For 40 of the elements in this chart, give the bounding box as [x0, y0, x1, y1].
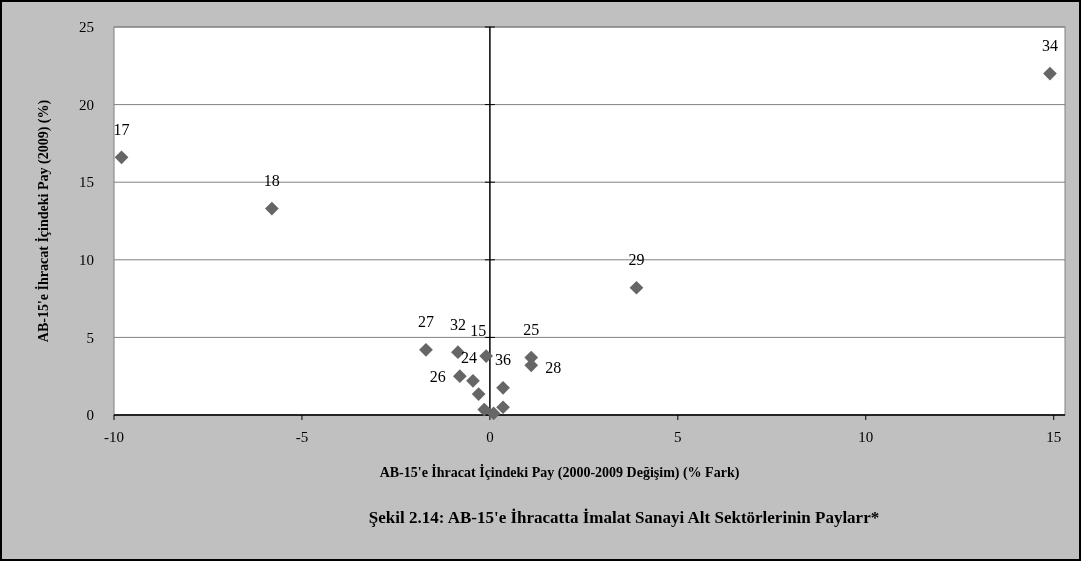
- x-tick-label: 15: [1046, 429, 1062, 445]
- point: [265, 201, 279, 216]
- y-tick-label: 25: [79, 19, 94, 36]
- x-axis-title: AB-15'e İhracat İçindeki Pay (2000-2009 Değişim) (% Fark): [379, 464, 740, 481]
- point: [629, 280, 644, 295]
- annotation: 25: [523, 321, 540, 339]
- point: [1043, 66, 1057, 81]
- y-tick-label: 15: [79, 174, 94, 191]
- point: [496, 400, 510, 415]
- x-tick-label: -10: [104, 429, 124, 445]
- y-tick-label: 20: [79, 96, 94, 113]
- annotation: 36: [495, 351, 512, 369]
- point: [479, 349, 493, 363]
- y-axis-title: AB-15'e İhracat İçindeki Pay (2009) (%): [35, 99, 52, 343]
- point: [114, 150, 129, 165]
- annotation: 26: [429, 367, 446, 385]
- annotation: 17: [113, 120, 130, 138]
- x-tick-label: 0: [486, 429, 494, 445]
- annotation: 29: [628, 251, 645, 269]
- point: [452, 369, 467, 384]
- annotation: 15: [470, 321, 487, 339]
- x-tick-label: 5: [674, 429, 682, 445]
- point: [419, 342, 433, 357]
- annotation: 27: [417, 313, 434, 331]
- text: Şekil 2.14: AB-15'e İhracatta İmalat Sanayi Alt Sektörlerinin Paylarr*: [368, 508, 880, 527]
- annotation: 34: [1041, 37, 1058, 55]
- x-tick-label: -5: [295, 429, 309, 445]
- y-tick-label: 0: [86, 407, 94, 424]
- point: [486, 406, 501, 421]
- y-tick-label: 5: [86, 329, 94, 346]
- point: [477, 402, 492, 417]
- x-tick-label: 10: [858, 429, 874, 445]
- annotation: 24: [460, 349, 477, 367]
- point: [466, 374, 480, 388]
- point: [496, 380, 510, 395]
- y-tick-label: 10: [79, 252, 94, 269]
- annotation: 32: [449, 315, 466, 333]
- annotation: 18: [263, 172, 280, 190]
- annotation: 28: [545, 358, 562, 376]
- point: [471, 387, 486, 401]
